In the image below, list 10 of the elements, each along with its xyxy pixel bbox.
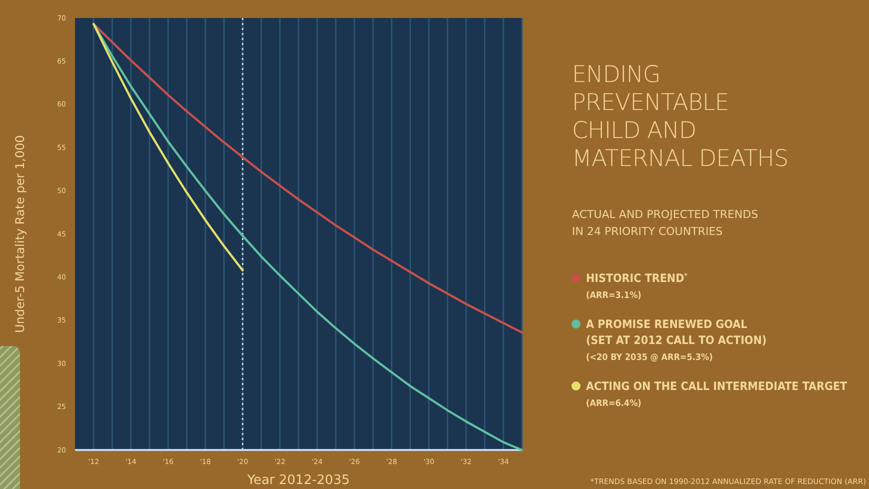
x-axis-title: Year 2012-2035	[246, 473, 350, 488]
text: ACTUAL AND PROJECTED TRENDS IN 24 PRIORITY COUNTRIES	[572, 208, 758, 238]
legend-label: ACTING ON THE CALL INTERMEDIATE TARGET (ARR=6.4%)	[586, 379, 848, 409]
text: HISTORIC TREND$^{*}$ (ARR=3.1%)	[586, 271, 688, 301]
line-series	[92, 22, 524, 452]
legend-label: A PROMISE RENEWED GOAL (SET AT 2012 CALL TO ACTION) (<20 BY 2035 @ ARR=5.3%)	[586, 317, 767, 363]
y-axis-title: Under-5 Mortality Rate per 1,000	[13, 135, 27, 333]
line-series	[92, 22, 244, 272]
line-series	[92, 22, 524, 334]
text: ENDING PREVENTABLE CHILD AND MATERNAL DEATHS	[572, 62, 788, 172]
